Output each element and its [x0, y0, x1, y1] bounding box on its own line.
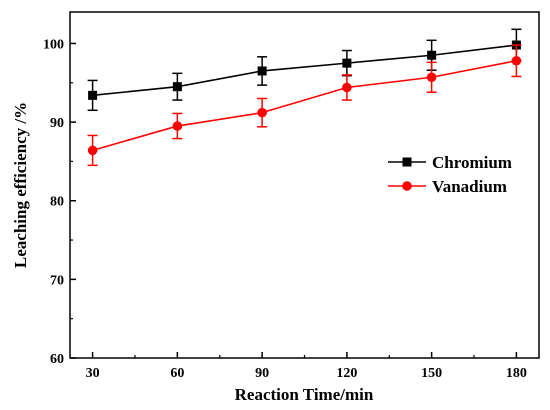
y-tick-label: 90	[50, 116, 64, 131]
data-point	[172, 121, 183, 131]
data-point	[427, 50, 437, 60]
series-line	[92, 59, 517, 152]
legend-marker	[402, 157, 412, 167]
y-tick-label: 70	[50, 273, 64, 288]
data-point	[257, 107, 267, 118]
x-tick-label: 120	[336, 366, 357, 381]
axis-ticks	[70, 42, 518, 359]
y-axis-label: Leaching efficiency /%	[11, 102, 30, 268]
data-point	[88, 90, 98, 100]
series-layer	[87, 28, 522, 167]
data-point	[426, 72, 437, 83]
legend-label: Chromium	[432, 153, 512, 172]
legend-label: Vanadium	[432, 177, 507, 196]
y-tick-label: 60	[50, 352, 64, 367]
legend-item: Chromium	[388, 153, 512, 172]
x-axis-label: Reaction Time/min	[235, 385, 374, 404]
data-point	[172, 82, 182, 92]
series-line	[92, 44, 517, 97]
legend: Chromium Vanadium	[388, 153, 512, 196]
data-point	[342, 82, 352, 93]
x-tick-label: 150	[421, 366, 442, 381]
tick-labels: 30 60 90 120 150 180 60 70 80 90 100	[43, 37, 527, 381]
y-tick-label: 100	[43, 37, 64, 52]
x-tick-label: 60	[170, 366, 184, 381]
series-chromium	[87, 28, 522, 112]
data-point	[257, 66, 267, 76]
x-tick-label: 180	[506, 366, 527, 381]
legend-item: Vanadium	[388, 177, 507, 196]
data-point	[511, 55, 522, 66]
series-vanadium	[87, 44, 522, 167]
data-point	[87, 145, 98, 156]
data-point	[342, 58, 352, 68]
x-tick-label: 90	[255, 366, 269, 381]
x-tick-label: 30	[86, 366, 100, 381]
y-tick-label: 80	[50, 195, 64, 210]
legend-marker	[402, 181, 412, 191]
